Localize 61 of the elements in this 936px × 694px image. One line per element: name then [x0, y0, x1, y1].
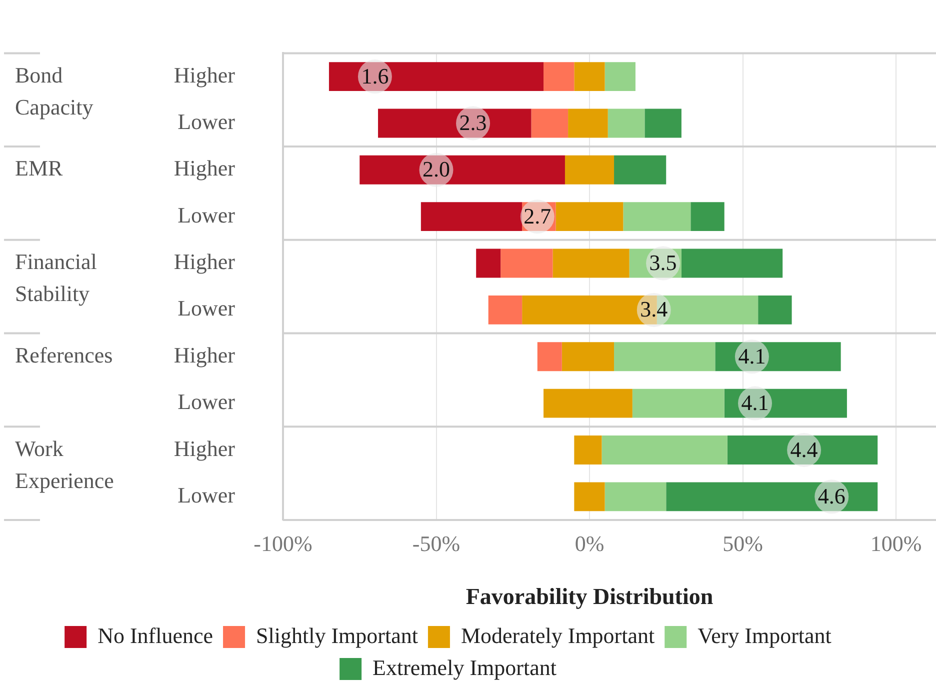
bar	[568, 108, 608, 138]
annotation: 4.4	[790, 436, 818, 462]
bar	[644, 108, 682, 138]
legend-label: Slightly Important	[256, 622, 418, 648]
bar	[608, 108, 645, 138]
bar	[690, 202, 724, 232]
bar	[544, 62, 574, 92]
y-tick-label: Lower	[178, 109, 236, 134]
annotation: 1.6	[361, 63, 389, 88]
text: Work Experience	[15, 436, 114, 493]
bar	[574, 436, 602, 464]
bar	[531, 108, 568, 138]
y-tick-label: Lower	[178, 389, 236, 414]
bar	[614, 155, 666, 184]
legend-label: Moderately Important	[460, 622, 655, 648]
bar	[500, 248, 553, 278]
text: EMR	[15, 156, 63, 181]
bar	[564, 155, 614, 184]
y-tick-label: Higher	[174, 436, 236, 461]
bar	[488, 295, 522, 324]
x-tick-label: 0%	[574, 530, 604, 556]
legend-label: No Influence	[98, 622, 214, 648]
y-tick-label: Higher	[174, 62, 236, 88]
bar	[623, 202, 691, 232]
bar	[574, 482, 605, 512]
text: Bond Capacity	[15, 62, 94, 120]
bar	[552, 248, 630, 278]
bar	[537, 342, 562, 372]
bar	[602, 436, 728, 464]
annotation: 2.7	[524, 203, 552, 228]
bar	[604, 482, 666, 512]
annotation: 4.1	[738, 343, 766, 368]
bar	[632, 388, 724, 418]
bar	[604, 62, 636, 92]
bar	[614, 342, 716, 372]
x-axis-title: Favorability Distribution	[466, 584, 714, 610]
y-tick-label: Higher	[174, 342, 236, 368]
annotation: 2.3	[459, 110, 487, 135]
bar	[574, 62, 605, 92]
y-tick-label: Higher	[174, 249, 236, 274]
legend-label: Very Important	[698, 622, 832, 648]
x-tick-label: 50%	[722, 530, 763, 556]
x-tick-label: 100%	[870, 530, 922, 556]
bar	[758, 295, 792, 324]
bar	[476, 248, 501, 278]
y-tick-label: Lower	[178, 482, 236, 508]
annotation: 3.5	[649, 250, 677, 276]
annotation: 3.4	[640, 296, 668, 322]
annotation: 4.1	[741, 390, 769, 416]
bar	[562, 342, 614, 372]
annotation: 2.0	[422, 156, 450, 182]
text: Financial Stability	[15, 249, 97, 306]
x-tick-label: -100%	[254, 530, 312, 556]
y-tick-label: Higher	[174, 156, 236, 181]
y-tick-label: Lower	[178, 202, 236, 228]
annotation: 4.6	[818, 483, 846, 508]
text: References	[15, 342, 113, 368]
y-tick-label: Lower	[178, 296, 236, 321]
legend-label: Extremely Important	[372, 654, 556, 680]
x-tick-label: -50%	[412, 530, 460, 556]
bar	[544, 388, 632, 418]
